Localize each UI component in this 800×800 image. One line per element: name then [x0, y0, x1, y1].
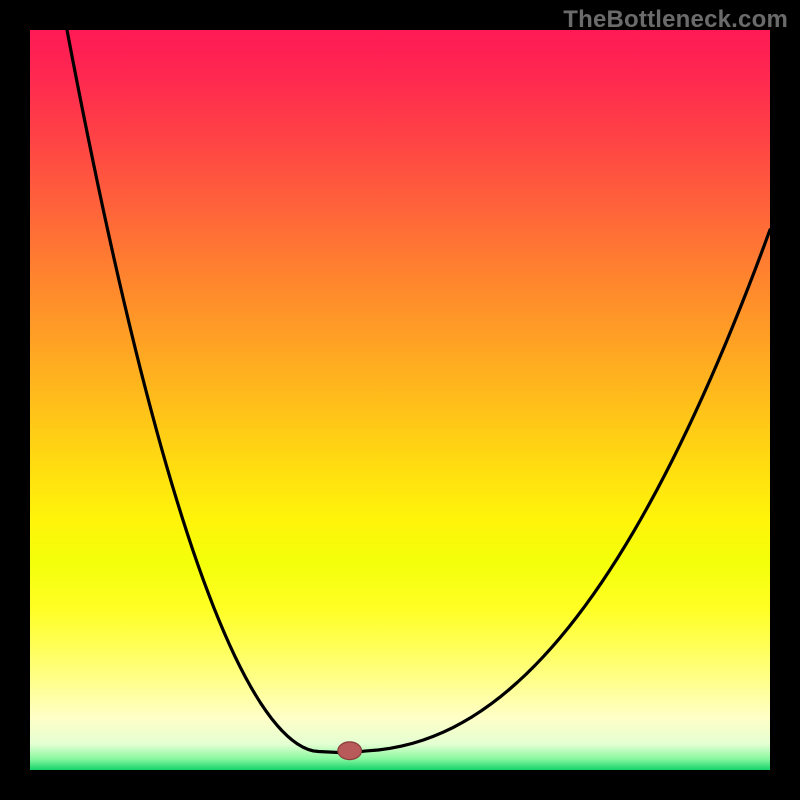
curve-marker: [338, 742, 362, 760]
outer-frame: TheBottleneck.com: [0, 0, 800, 800]
gradient-background: [30, 30, 770, 770]
watermark-text: TheBottleneck.com: [563, 6, 788, 34]
chart-svg: [30, 30, 770, 770]
chart-plot-area: [30, 30, 770, 770]
